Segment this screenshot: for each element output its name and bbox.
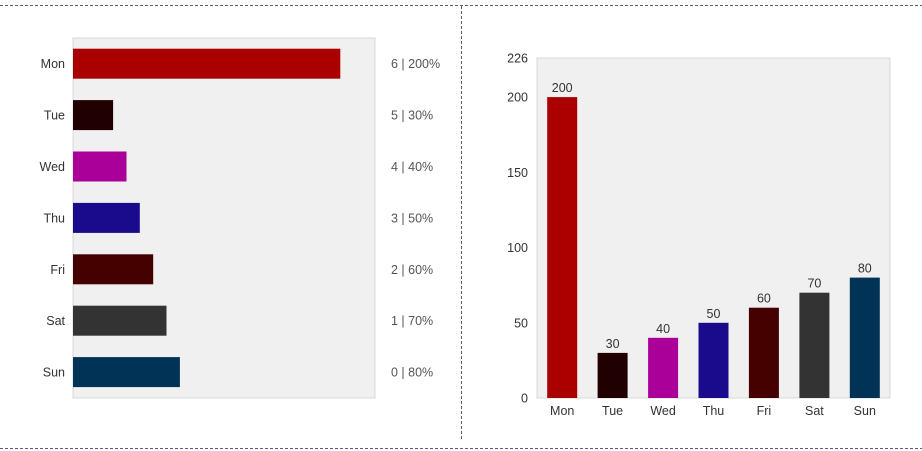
- x-tick-label-fri: Fri: [757, 404, 772, 418]
- hbar-tue: [73, 100, 114, 131]
- x-tick-label-tue: Tue: [602, 404, 623, 418]
- data-label-fri: 60: [757, 292, 771, 306]
- category-label-sat: Sat: [46, 314, 65, 328]
- right-value-label-tue: 5 | 30%: [391, 109, 433, 123]
- hbar-sun: [73, 357, 180, 388]
- vbar-wed: [648, 337, 679, 398]
- right-value-label-mon: 6 | 200%: [391, 57, 440, 71]
- data-label-thu: 50: [707, 307, 721, 321]
- vbar-thu: [698, 322, 729, 398]
- data-label-sun: 80: [858, 262, 872, 276]
- y-tick-label-200: 200: [507, 91, 528, 105]
- hbar-thu: [73, 202, 140, 233]
- horizontal-bar-chart: Mon 6 | 200% Tue 5 | 30% Wed 4 | 40% Thu 3 | 50…: [40, 37, 440, 399]
- category-label-sun: Sun: [43, 366, 65, 380]
- vbar-sun: [849, 277, 880, 398]
- hbar-mon: [73, 48, 341, 79]
- data-label-sat: 70: [807, 277, 821, 291]
- vbar-sat: [799, 292, 830, 398]
- right-value-label-sat: 1 | 70%: [391, 314, 433, 328]
- hbar-fri: [73, 254, 154, 285]
- data-label-tue: 30: [606, 337, 620, 351]
- x-tick-label-mon: Mon: [550, 404, 574, 418]
- data-label-wed: 40: [656, 322, 670, 336]
- category-label-tue: Tue: [44, 109, 65, 123]
- vbar-tue: [597, 352, 628, 398]
- right-value-label-fri: 2 | 60%: [391, 263, 433, 277]
- data-label-mon: 200: [552, 81, 573, 95]
- x-tick-label-wed: Wed: [650, 404, 676, 418]
- vertical-bar-chart: 0 50 100 150 200 226 200 Mon 30 Tue 40 Wed 50 Thu 60 Fr…: [507, 52, 891, 418]
- right-value-label-wed: 4 | 40%: [391, 160, 433, 174]
- x-tick-label-sat: Sat: [805, 404, 824, 418]
- vbar-mon: [547, 97, 578, 398]
- x-tick-label-thu: Thu: [703, 404, 725, 418]
- hbar-sat: [73, 305, 167, 336]
- y-tick-label-50: 50: [514, 316, 528, 330]
- vbar-fri: [748, 307, 779, 398]
- y-tick-label-226: 226: [507, 52, 528, 66]
- x-tick-label-sun: Sun: [854, 404, 876, 418]
- right-value-label-sun: 0 | 80%: [391, 366, 433, 380]
- hbar-wed: [73, 151, 127, 182]
- category-label-wed: Wed: [40, 160, 66, 174]
- category-label-fri: Fri: [50, 263, 65, 277]
- y-tick-label-100: 100: [507, 241, 528, 255]
- category-label-thu: Thu: [43, 211, 65, 225]
- category-label-mon: Mon: [41, 57, 65, 71]
- right-value-label-thu: 3 | 50%: [391, 211, 433, 225]
- y-tick-label-150: 150: [507, 166, 528, 180]
- y-tick-label-0: 0: [521, 392, 528, 406]
